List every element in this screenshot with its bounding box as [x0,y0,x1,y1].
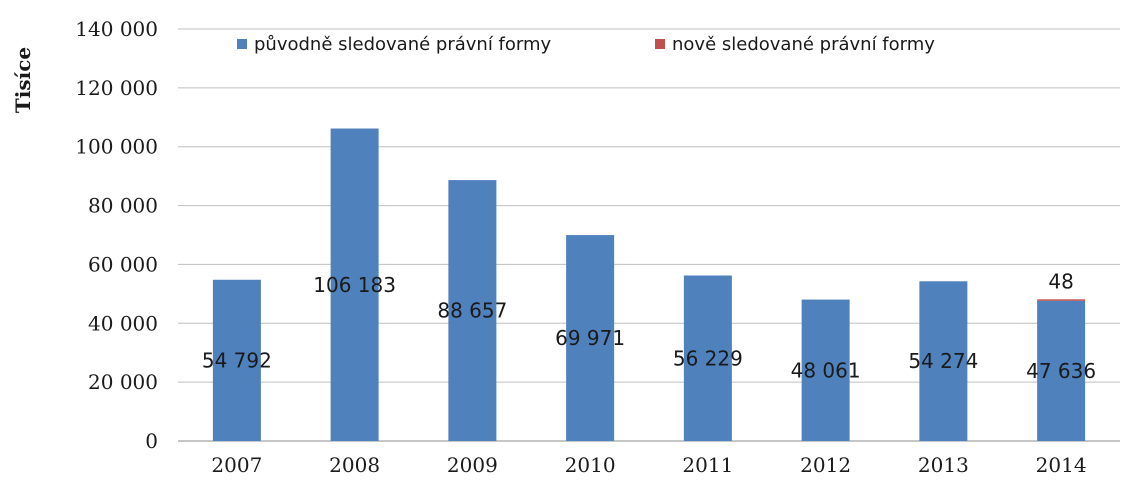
legend-label-new: nově sledované právní formy [672,34,935,55]
x-tick-labels: 2007 2008 2009 2010 2011 2012 2013 2014 [211,453,1086,477]
y-tick-label: 80 000 [88,194,158,218]
x-tick-label: 2010 [565,453,616,477]
x-tick-label: 2012 [800,453,851,477]
bar-original-2014 [1037,300,1086,441]
data-labels: 54 792 106 183 88 657 69 971 56 229 48 061 54 … [202,270,1096,383]
bar-original-2008 [330,128,379,441]
bar-original-2012 [801,299,850,441]
y-tick-label: 120 000 [75,76,158,100]
legend-swatch-new [655,39,665,49]
y-tick-label: 60 000 [88,252,158,276]
y-tick-label: 100 000 [75,135,158,159]
bar-original-2011 [683,275,732,441]
y-tick-label: 140 000 [75,17,158,41]
data-label: 69 971 [555,326,625,350]
data-label: 88 657 [437,299,507,323]
y-tick-label: 20 000 [88,370,158,394]
y-tick-labels: 0 20 000 40 000 60 000 80 000 100 000 120 000 1… [75,17,158,453]
data-label: 54 274 [908,349,978,373]
bars [212,128,1086,442]
legend-label-original: původně sledované právní formy [254,34,552,55]
x-tick-label: 2008 [329,453,380,477]
legend: původně sledované právní formy nově sled… [237,34,935,55]
data-label: 47 636 [1026,359,1096,383]
data-label: 48 061 [791,358,861,382]
x-tick-label: 2014 [1036,453,1087,477]
bar-original-2009 [448,180,497,442]
x-tick-label: 2009 [447,453,498,477]
legend-swatch-original [237,39,247,49]
bar-original-2007 [212,279,261,441]
y-axis-label: Tisíce [11,47,35,113]
data-label: 54 792 [202,348,272,372]
x-tick-label: 2013 [918,453,969,477]
gridlines [178,28,1120,442]
data-label: 56 229 [673,346,743,370]
x-tick-label: 2007 [211,453,262,477]
y-tick-label: 40 000 [88,311,158,335]
data-label-new: 48 [1048,270,1073,294]
bar-new-2014 [1037,299,1086,301]
x-tick-label: 2011 [682,453,733,477]
data-label: 106 183 [313,273,396,297]
bar-original-2013 [919,281,968,441]
y-tick-label: 0 [145,429,158,453]
bar-original-2010 [566,235,615,441]
